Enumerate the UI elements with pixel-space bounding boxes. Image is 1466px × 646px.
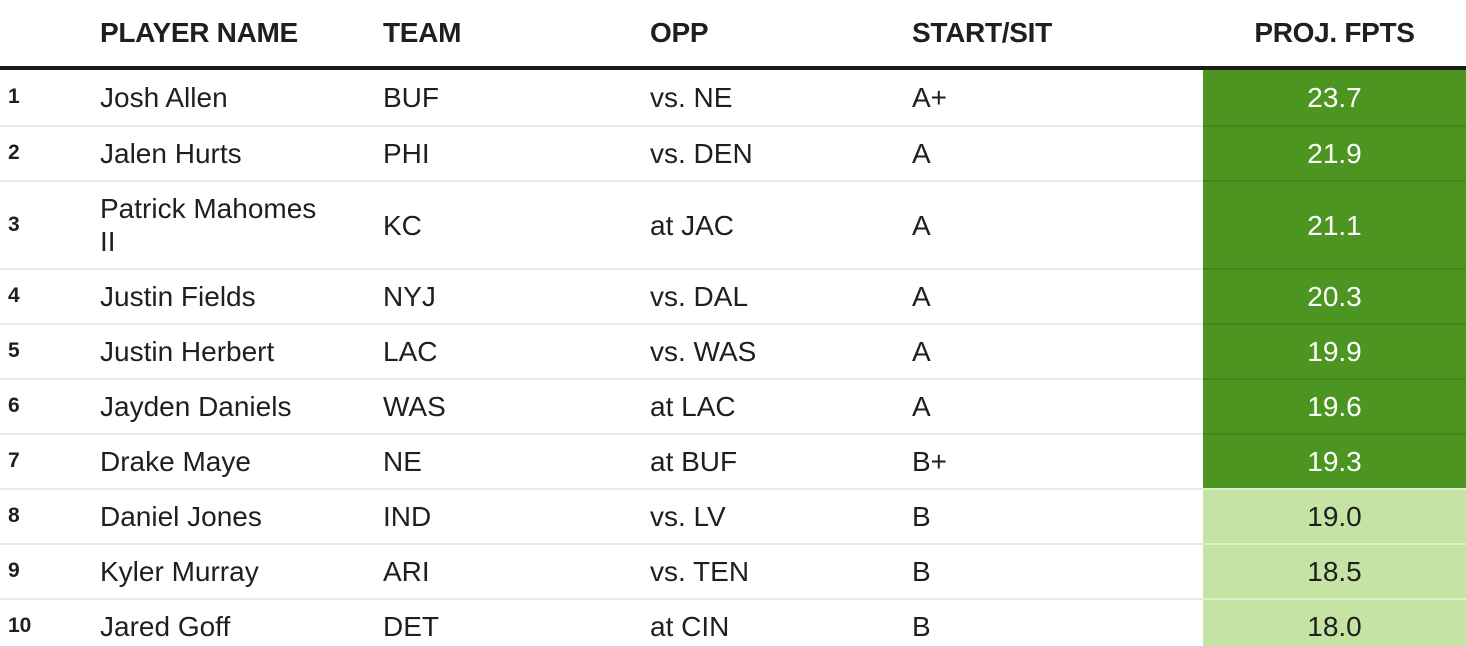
opp-cell: vs. LV (650, 488, 912, 543)
start-sit-grade-cell: A+ (912, 81, 948, 113)
rank-cell: 10 (0, 598, 100, 646)
rank-cell: 1 (8, 85, 20, 109)
start-sit-grade-cell: B (912, 488, 1203, 543)
player-name-cell: Josh Allen (100, 81, 228, 113)
opp-cell: at JAC (650, 180, 912, 268)
table-row: 9 Kyler Murray ARI vs. TEN B 18.5 (0, 543, 1466, 599)
start-sit-grade-cell: A (912, 180, 1203, 268)
start-sit-grade-cell: A (912, 378, 1203, 433)
table-row: 6 Jayden Daniels WAS at LAC A 19.6 (0, 378, 1466, 434)
rank-cell: 5 (0, 323, 100, 378)
rank-cell: 2 (0, 125, 100, 180)
start-sit-grade-cell: A (912, 125, 1203, 180)
opp-cell: vs. DEN (650, 125, 912, 180)
start-sit-grade-cell: B (912, 598, 1203, 646)
rank-cell: 4 (0, 268, 100, 323)
player-name-cell: Kyler Murray (100, 543, 383, 598)
rank-cell: 9 (0, 543, 100, 598)
player-name-cell: Patrick Mahomes II (100, 180, 383, 268)
team-cell: KC (383, 180, 650, 268)
team-cell: IND (383, 488, 650, 543)
table-row: 10 Jared Goff DET at CIN B 18.0 (0, 598, 1466, 646)
start-sit-grade-cell: A (912, 268, 1203, 323)
start-sit-grade-cell: A (912, 323, 1203, 378)
player-name-cell: Justin Herbert (100, 323, 383, 378)
table-row: 8 Daniel Jones IND vs. LV B 19.0 (0, 488, 1466, 544)
team-cell: BUF (383, 81, 439, 113)
rank-cell: 8 (0, 488, 100, 543)
player-name-cell: Daniel Jones (100, 488, 383, 543)
table-row: 3 Patrick Mahomes II KC at JAC A 21.1 (0, 180, 1466, 269)
team-cell: NE (383, 433, 650, 488)
rank-cell: 3 (0, 180, 100, 268)
opp-cell: vs. WAS (650, 323, 912, 378)
table-row: 4 Justin Fields NYJ vs. DAL A 20.3 (0, 268, 1466, 324)
team-cell: NYJ (383, 268, 650, 323)
proj-fpts-cell: 19.0 (1203, 488, 1466, 544)
proj-fpts-cell: 23.7 (1203, 70, 1466, 125)
opp-cell: at CIN (650, 598, 912, 646)
team-cell: ARI (383, 543, 650, 598)
opp-cell: vs. NE (650, 81, 733, 113)
proj-fpts-cell: 19.6 (1203, 378, 1466, 434)
table-row: 2 Jalen Hurts PHI vs. DEN A 21.9 (0, 125, 1466, 181)
team-cell: PHI (383, 125, 650, 180)
team-cell: DET (383, 598, 650, 646)
player-name-cell: Drake Maye (100, 433, 383, 488)
proj-fpts-cell: 20.3 (1203, 268, 1466, 324)
table-header-row: PLAYER NAME TEAM OPP START/SIT PROJ. FPT… (0, 0, 1466, 70)
proj-fpts-cell: 18.5 (1203, 543, 1466, 599)
proj-fpts-cell: 21.1 (1203, 180, 1466, 269)
player-name-cell: Jayden Daniels (100, 378, 383, 433)
player-name-cell: Justin Fields (100, 268, 383, 323)
opp-column-header: OPP (650, 17, 709, 48)
table-row: 5 Justin Herbert LAC vs. WAS A 19.9 (0, 323, 1466, 379)
team-cell: WAS (383, 378, 650, 433)
table-row: 7 Drake Maye NE at BUF B+ 19.3 (0, 433, 1466, 489)
table-row: 1 Josh Allen BUF vs. NE A+ 23.7 (0, 70, 1466, 125)
proj-fpts-cell: 18.0 (1203, 598, 1466, 646)
player-name-cell: Jalen Hurts (100, 125, 383, 180)
proj-fpts-column-header: PROJ. FPTS (1254, 17, 1415, 48)
team-column-header: TEAM (383, 17, 462, 48)
rank-cell: 7 (0, 433, 100, 488)
proj-fpts-cell: 21.9 (1203, 125, 1466, 181)
player-name-column-header: PLAYER NAME (100, 17, 298, 48)
start-sit-grade-cell: B (912, 543, 1203, 598)
start-sit-column-header: START/SIT (912, 17, 1052, 48)
team-cell: LAC (383, 323, 650, 378)
opp-cell: at BUF (650, 433, 912, 488)
player-name-cell: Jared Goff (100, 598, 383, 646)
rank-column-header (0, 0, 100, 66)
proj-fpts-cell: 19.9 (1203, 323, 1466, 379)
rank-cell: 6 (0, 378, 100, 433)
opp-cell: at LAC (650, 378, 912, 433)
proj-fpts-cell: 19.3 (1203, 433, 1466, 489)
opp-cell: vs. TEN (650, 543, 912, 598)
opp-cell: vs. DAL (650, 268, 912, 323)
start-sit-grade-cell: B+ (912, 433, 1203, 488)
